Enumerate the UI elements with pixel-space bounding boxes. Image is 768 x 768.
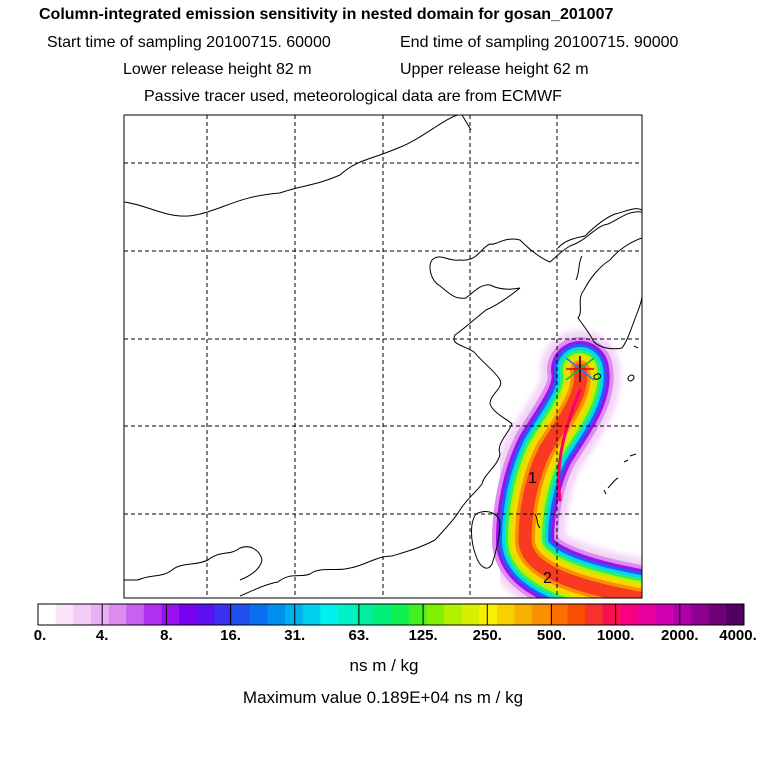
colorbar-swatch — [496, 604, 516, 625]
time-marker-2: 2 — [543, 570, 552, 587]
colorbar-tick-label: 31. — [284, 627, 306, 644]
colorbar-swatch — [73, 604, 92, 625]
time-marker-1: 1 — [528, 470, 537, 487]
colorbar-swatch — [302, 604, 321, 625]
graticule — [124, 115, 642, 598]
colorbar-swatch — [726, 604, 745, 625]
colorbar-swatch — [408, 604, 427, 625]
colorbar-swatch — [391, 604, 410, 625]
colorbar-swatch — [55, 604, 74, 625]
start-time-label: Start time of sampling 20100715. 60000 — [47, 34, 331, 51]
plot-title: Column-integrated emission sensitivity i… — [39, 6, 614, 23]
colorbar-swatch — [214, 604, 233, 625]
colorbar-swatch — [108, 604, 127, 625]
colorbar-frame — [37, 603, 745, 626]
colorbar-swatch — [338, 604, 357, 625]
colorbar-swatch — [320, 604, 339, 625]
colorbar-swatch — [38, 604, 57, 625]
receptor-star-icon — [565, 356, 595, 382]
colorbar-swatch — [249, 604, 268, 625]
colorbar-tick-label: 63. — [348, 627, 370, 644]
colorbar-tick-label: 250. — [472, 627, 502, 644]
colorbar-tick-label: 500. — [536, 627, 567, 644]
colorbar-swatch — [373, 604, 392, 625]
maximum-value-label: Maximum value 0.189E+04 ns m / kg — [242, 688, 524, 707]
colorbar-swatch — [655, 604, 674, 625]
colorbar-swatch — [585, 604, 604, 625]
colorbar-tick-label: 0. — [33, 627, 47, 644]
colorbar-swatch — [355, 604, 374, 625]
colorbar-swatch — [161, 604, 180, 625]
colorbar-swatch — [461, 604, 480, 625]
colorbar-swatch — [267, 604, 286, 625]
colorbar-swatch — [691, 604, 710, 625]
colorbar-swatch — [90, 604, 110, 625]
colorbar-tick-label: 16. — [220, 627, 241, 644]
colorbar-tick-label: 4000. — [719, 627, 757, 644]
colorbar-swatch — [285, 604, 304, 625]
colorbar-swatch — [143, 604, 163, 625]
colorbar-swatch — [426, 604, 445, 625]
colorbar-swatch — [479, 604, 498, 625]
colorbar-swatch — [126, 604, 145, 625]
colorbar-tick-label: 2000. — [661, 627, 699, 644]
colorbar-tick-label: 125. — [408, 627, 438, 644]
colorbar-tick-label: 8. — [160, 627, 173, 644]
upper-release-label: Upper release height 62 m — [400, 61, 589, 78]
coastlines — [124, 115, 642, 597]
lower-release-label: Lower release height 82 m — [123, 61, 312, 78]
colorbar-swatch — [708, 604, 727, 625]
colorbar — [38, 604, 745, 625]
colorbar-swatch — [232, 604, 251, 625]
map-frame — [123, 114, 643, 599]
colorbar-swatch — [567, 604, 586, 625]
tracer-note: Passive tracer used, meteorological data… — [144, 88, 562, 105]
colorbar-swatch — [514, 604, 533, 625]
colorbar-swatch — [532, 604, 551, 625]
colorbar-swatch — [196, 604, 215, 625]
colorbar-swatch — [620, 604, 639, 625]
colorbar-swatch — [602, 604, 621, 625]
colorbar-tick-label: 4. — [95, 627, 109, 644]
colorbar-swatch — [549, 604, 568, 625]
colorbar-tick-label: 1000. — [596, 627, 635, 644]
colorbar-swatch — [443, 604, 463, 625]
sensitivity-plume — [485, 330, 642, 598]
colorbar-units: ns m / kg — [349, 656, 419, 675]
end-time-label: End time of sampling 20100715. 90000 — [400, 34, 679, 51]
colorbar-swatch — [179, 604, 198, 625]
colorbar-swatch — [673, 604, 692, 625]
colorbar-swatch — [638, 604, 657, 625]
